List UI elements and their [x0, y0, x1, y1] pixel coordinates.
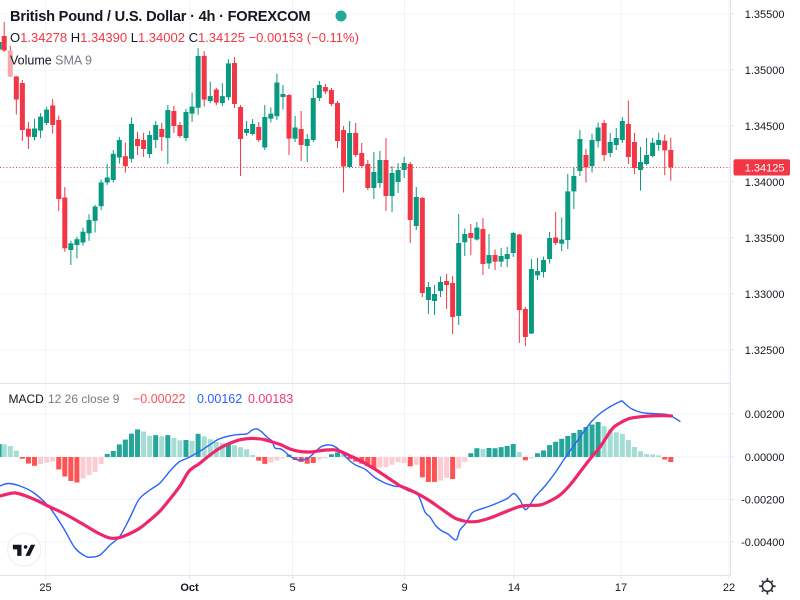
svg-text:5: 5 [289, 582, 295, 594]
svg-text:1.32500: 1.32500 [745, 345, 785, 357]
svg-text:Oct: Oct [180, 582, 199, 594]
svg-text:17: 17 [615, 582, 627, 594]
svg-text:Volume SMA 9: Volume SMA 9 [10, 54, 92, 68]
svg-text:1.34500: 1.34500 [745, 121, 785, 133]
svg-text:−0.00022: −0.00022 [133, 392, 186, 406]
svg-text:-0.00400: -0.00400 [741, 537, 784, 549]
svg-text:0.00200: 0.00200 [745, 409, 785, 421]
svg-text:MACD: MACD [9, 392, 45, 406]
svg-text:0.00000: 0.00000 [745, 452, 785, 464]
svg-text:British Pound / U.S. Dollar ·: British Pound / U.S. Dollar · 4h · FOREX… [10, 9, 310, 25]
svg-text:-0.00200: -0.00200 [741, 495, 784, 507]
svg-text:0.00183: 0.00183 [248, 392, 293, 406]
svg-text:0.00162: 0.00162 [197, 392, 242, 406]
svg-text:O1.34278 H1.34390 L1.34002 C1.: O1.34278 H1.34390 L1.34002 C1.34125 −0.0… [10, 30, 359, 45]
svg-text:1.34125: 1.34125 [745, 163, 785, 175]
svg-text:14: 14 [508, 582, 520, 594]
svg-text:1.33500: 1.33500 [745, 233, 785, 245]
svg-text:12 26 close 9: 12 26 close 9 [48, 392, 120, 406]
svg-text:1.34000: 1.34000 [745, 177, 785, 189]
svg-text:1.35500: 1.35500 [745, 9, 785, 21]
svg-text:9: 9 [401, 582, 407, 594]
svg-text:22: 22 [723, 582, 735, 594]
svg-text:1.33000: 1.33000 [745, 289, 785, 301]
svg-text:1.35000: 1.35000 [745, 65, 785, 77]
svg-text:25: 25 [39, 582, 51, 594]
